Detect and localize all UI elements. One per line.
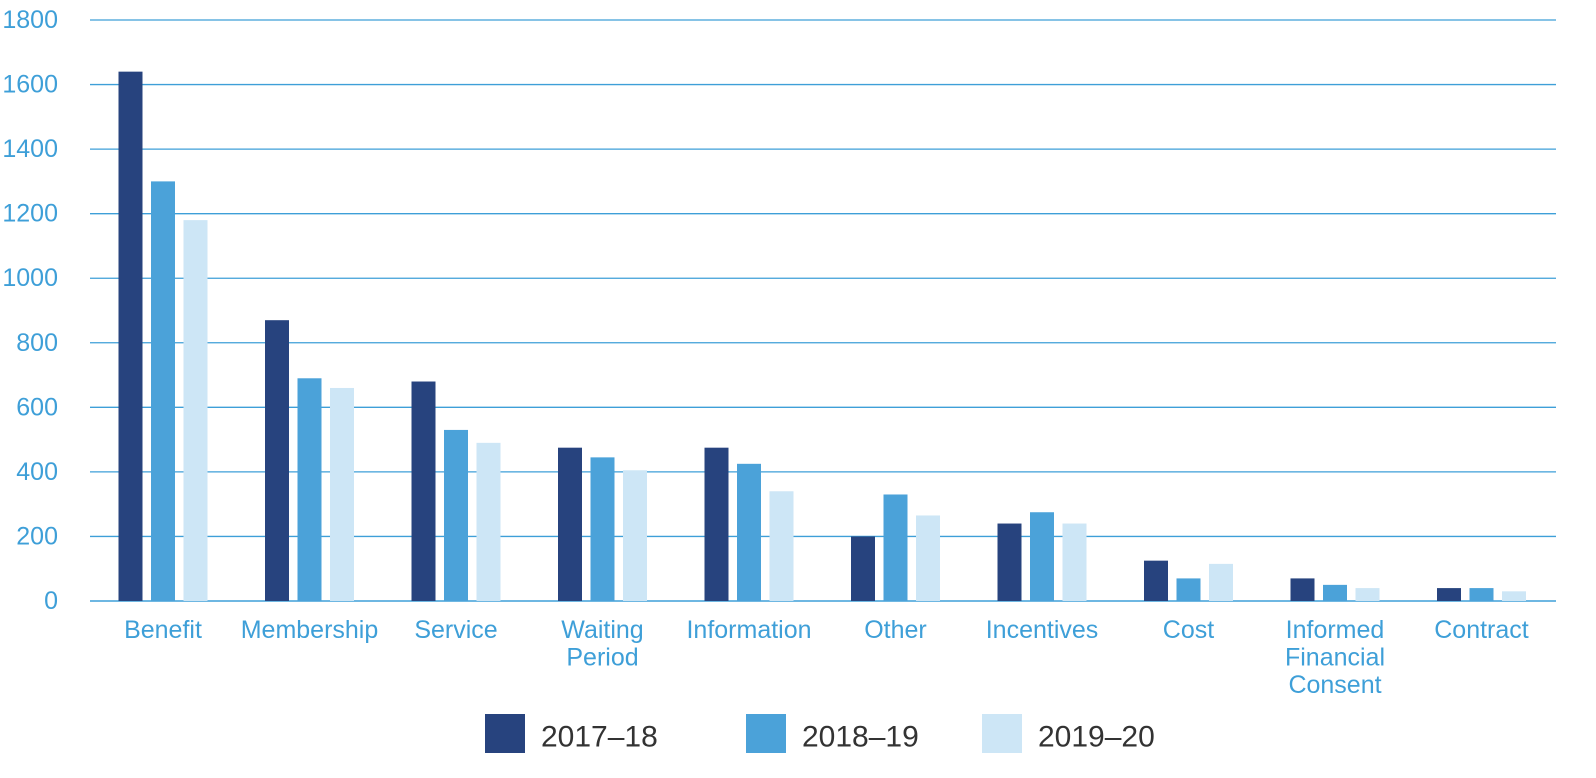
x-category-label-line: Other [864,616,927,644]
bar-benefit-series-2 [151,181,175,601]
y-tick-label: 200 [16,522,58,550]
legend-label: 2019–20 [1038,721,1155,754]
bar-informed-financial-consent-series-3 [1355,588,1380,601]
legend-swatch [982,714,1022,753]
bar-waiting-period-series-1 [558,447,582,601]
bars [118,71,1526,601]
x-category-label: Membership [241,616,379,644]
legend-label: 2018–19 [802,721,919,754]
bar-service-series-1 [411,381,436,601]
x-axis-category-labels: Benefit Membership Service Waiting Period Inf… [124,616,1529,699]
bar-other-series-1 [851,536,875,601]
x-category-label-line: Contract [1434,616,1529,644]
x-category-label: Cost [1163,616,1214,644]
x-category-label-line: Benefit [124,616,202,644]
x-category-label-line: Cost [1163,616,1214,644]
x-category-label: Waiting Period [561,616,643,672]
y-tick-label: 1800 [2,6,58,34]
bar-information-series-2 [737,463,761,601]
legend: 2017–18 2018–19 2019–20 [485,714,1155,754]
bar-waiting-period-series-2 [590,457,615,601]
y-tick-label: 1000 [2,264,58,292]
bar-informed-financial-consent-series-1 [1290,578,1315,601]
bar-waiting-period-series-3 [623,470,647,601]
bar-service-series-3 [476,442,501,601]
bar-membership-series-3 [330,387,354,601]
bar-other-series-3 [916,515,940,601]
bar-benefit-series-1 [118,71,143,601]
bar-contract-series-1 [1437,588,1461,601]
bar-contract-series-2 [1469,588,1494,601]
x-category-label: Incentives [986,616,1099,644]
y-tick-label: 400 [16,458,58,486]
x-category-label-line: Membership [241,616,379,644]
bar-cost-series-3 [1209,563,1233,601]
x-category-label: Informed Financial Consent [1285,616,1385,699]
x-category-label-line: Service [414,616,497,644]
y-tick-label: 1600 [2,71,58,99]
x-category-label-line: Waiting [561,616,643,644]
bar-membership-series-1 [265,320,289,601]
y-tick-label: 600 [16,393,58,421]
x-category-label-line: Informed [1286,616,1385,644]
x-category-label-line: Incentives [986,616,1099,644]
bar-cost-series-2 [1176,578,1201,601]
y-tick-label: 1200 [2,200,58,228]
bar-contract-series-3 [1502,591,1526,601]
y-tick-label: 0 [44,587,58,615]
bar-informed-financial-consent-series-2 [1323,584,1347,601]
legend-swatch [746,714,786,753]
bar-information-series-1 [704,447,729,601]
x-category-label-line: Consent [1288,671,1381,699]
y-tick-label: 1400 [2,135,58,163]
x-category-label-line: Financial [1285,644,1385,672]
bar-benefit-series-3 [183,220,208,601]
bar-incentives-series-1 [997,523,1022,601]
legend-swatch [485,714,525,753]
bar-cost-series-1 [1144,560,1168,601]
x-category-label: Other [864,616,927,644]
legend-label: 2017–18 [541,721,658,754]
bar-information-series-3 [769,491,794,601]
y-tick-label: 800 [16,329,58,357]
y-axis-tick-labels: 0 200 400 600 800 1000 1200 1400 1600 1800 [2,6,58,615]
x-category-label: Service [414,616,497,644]
x-category-label: Information [686,616,811,644]
bar-incentives-series-2 [1030,512,1054,601]
x-category-label: Benefit [124,616,202,644]
x-category-label-line: Period [566,644,638,672]
bar-service-series-2 [444,429,468,601]
x-category-label-line: Information [686,616,811,644]
x-category-label: Contract [1434,616,1529,644]
bar-membership-series-2 [297,378,322,601]
bar-other-series-2 [883,494,908,601]
bar-incentives-series-3 [1062,523,1087,601]
